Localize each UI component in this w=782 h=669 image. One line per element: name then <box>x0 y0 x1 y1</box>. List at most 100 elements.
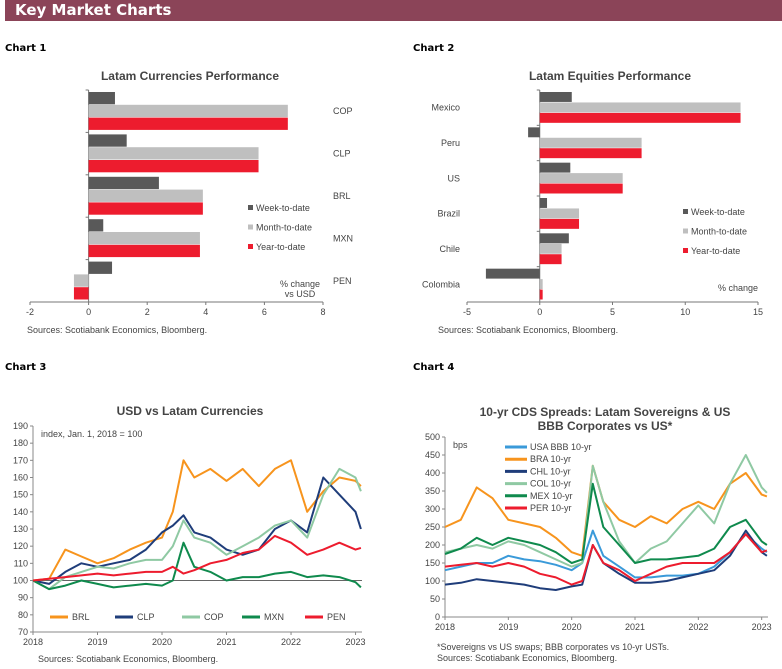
chart-3-series-mxn <box>32 541 362 591</box>
chart-2-category-label: Colombia <box>422 279 460 289</box>
chart-3-y-tick-label: 140 <box>13 507 28 517</box>
chart-1-x-tick-label: 6 <box>262 307 267 317</box>
chart-1-bar-mxn-2 <box>88 244 200 258</box>
chart-4-y-unit-label: bps <box>453 440 468 450</box>
chart-2-label: Chart 2 <box>413 43 455 54</box>
section-title: Key Market Charts <box>15 1 172 19</box>
chart-2-bar-mexico-2 <box>539 112 741 123</box>
chart-1-bar-brl-0 <box>88 176 159 190</box>
chart-1-label: Chart 1 <box>5 43 47 54</box>
chart-1-bar-cop-2 <box>88 117 288 130</box>
chart-1-bar-pen-2 <box>73 287 89 300</box>
chart-2-source: Sources: Scotiabank Economics, Bloomberg… <box>438 325 619 335</box>
chart-2-x-tick-label: -5 <box>463 307 471 317</box>
chart-3-y-tick-label: 130 <box>13 524 28 534</box>
chart-4-y-tick-label: 150 <box>425 558 440 568</box>
chart-2-bar-brazil-0 <box>539 198 548 208</box>
chart-2-bar-chile-2 <box>539 254 562 265</box>
chart-1-bar-mxn-1 <box>88 232 200 245</box>
chart-1-annotation: vs USD <box>285 289 316 299</box>
chart-1-category-label: CLP <box>333 149 351 159</box>
chart-3-x-tick-label: 2023 <box>346 637 366 647</box>
chart-2-bar-brazil-1 <box>539 208 580 219</box>
chart-2-bar-us-0 <box>539 162 571 173</box>
chart-4-y-tick-label: 450 <box>425 450 440 460</box>
chart-2-category-label: US <box>447 173 460 183</box>
chart-1-bar-pen-1 <box>73 274 89 287</box>
chart-4-footnote: *Sovereigns vs US swaps; BBB corporates … <box>437 642 670 652</box>
chart-4-x-tick-label: 2018 <box>435 622 455 632</box>
chart-2-title: Latam Equities Performance <box>528 69 692 83</box>
chart-1-legend-swatch <box>248 205 253 210</box>
chart-3-y-tick-label: 170 <box>13 455 28 465</box>
chart-2-bar-us-2 <box>539 183 623 194</box>
chart-3-y-tick-label: 80 <box>18 610 28 620</box>
chart-3-y-tick-label: 100 <box>13 576 28 586</box>
chart-1-bar-brl-2 <box>88 202 203 215</box>
chart-1-annotation: % change <box>280 279 320 289</box>
chart-1-bar-cop-0 <box>88 92 115 105</box>
chart-3-y-tick-label: 90 <box>18 593 28 603</box>
chart-1-bar-mxn-0 <box>88 219 104 232</box>
chart-2-bar-colombia-2 <box>539 289 543 300</box>
chart-1-bar-clp-0 <box>88 134 127 147</box>
chart-1-bar-clp-2 <box>88 160 259 173</box>
chart-4-x-tick-label: 2023 <box>752 622 772 632</box>
chart-4-x-tick-label: 2021 <box>625 622 645 632</box>
chart-3-label: Chart 3 <box>5 362 47 373</box>
chart-4-y-tick-label: 50 <box>430 594 440 604</box>
chart-2-bar-mexico-1 <box>539 102 741 113</box>
chart-1-legend-swatch <box>248 244 253 249</box>
chart-2-legend-swatch <box>683 209 688 214</box>
chart-4-label: Chart 4 <box>413 362 455 373</box>
chart-1-bar-brl-1 <box>88 189 203 202</box>
chart-1-source: Sources: Scotiabank Economics, Bloomberg… <box>27 325 208 335</box>
chart-1-x-tick-label: 2 <box>145 307 150 317</box>
chart-4-series-mex-10-yr <box>444 482 768 564</box>
chart-4-series-per-10-yr <box>444 533 768 586</box>
chart-1-x-tick-label: 8 <box>320 307 325 317</box>
chart-1-bar-pen-0 <box>88 261 113 274</box>
chart-2-bar-colombia-0 <box>485 268 540 279</box>
chart-3-legend-label: COP <box>204 612 224 622</box>
chart-4-y-tick-label: 500 <box>425 432 440 442</box>
chart-1-x-tick-label: 0 <box>86 307 91 317</box>
chart-2-category-label: Chile <box>439 244 460 254</box>
chart-1-bar-cop-1 <box>88 104 288 118</box>
chart-2-x-tick-label: 15 <box>753 307 763 317</box>
chart-3-y-tick-label: 190 <box>13 421 28 431</box>
chart-2-bar-mexico-0 <box>539 92 572 102</box>
chart-2-annotation: % change <box>718 283 758 293</box>
chart-1-bar-clp-1 <box>88 147 259 160</box>
chart-3-y-tick-label: 150 <box>13 490 28 500</box>
chart-3-series-cop <box>32 467 362 591</box>
chart-1-category-label: COP <box>333 106 353 116</box>
chart-2-bar-chile-1 <box>539 243 562 254</box>
chart-2-bar-peru-0 <box>528 127 540 138</box>
chart-2-legend-label: Year-to-date <box>691 246 740 256</box>
chart-3-y-tick-label: 120 <box>13 541 28 551</box>
chart-2-x-tick-label: 10 <box>680 307 690 317</box>
chart-1-legend-label: Month-to-date <box>256 223 312 233</box>
chart-2-bar-peru-2 <box>539 148 642 159</box>
chart-1-x-tick-label: 4 <box>203 307 208 317</box>
chart-4-x-tick-label: 2020 <box>562 622 582 632</box>
chart-4-x-tick-label: 2022 <box>688 622 708 632</box>
chart-4-legend-label: CHL 10-yr <box>530 466 571 476</box>
chart-4-legend-label: PER 10-yr <box>530 503 572 513</box>
chart-2-bar-peru-1 <box>539 137 642 148</box>
chart-1-category-label: BRL <box>333 191 351 201</box>
chart-3-y-unit-label: index, Jan. 1, 2018 = 100 <box>41 429 142 439</box>
chart-2-bar-chile-0 <box>539 233 569 244</box>
chart-4-source: Sources: Scotiabank Economics, Bloomberg… <box>437 653 618 663</box>
chart-2-legend-swatch <box>683 228 688 234</box>
chart-2-category-label: Peru <box>441 138 460 148</box>
chart-1-category-label: MXN <box>333 233 353 243</box>
chart-4-y-tick-label: 0 <box>435 612 440 622</box>
chart-2-category-label: Mexico <box>431 103 460 113</box>
chart-3-y-tick-label: 160 <box>13 473 28 483</box>
chart-4-legend-label: BRA 10-yr <box>530 454 571 464</box>
chart-3-y-tick-label: 110 <box>14 558 28 568</box>
chart-1-legend-label: Week-to-date <box>256 203 310 213</box>
